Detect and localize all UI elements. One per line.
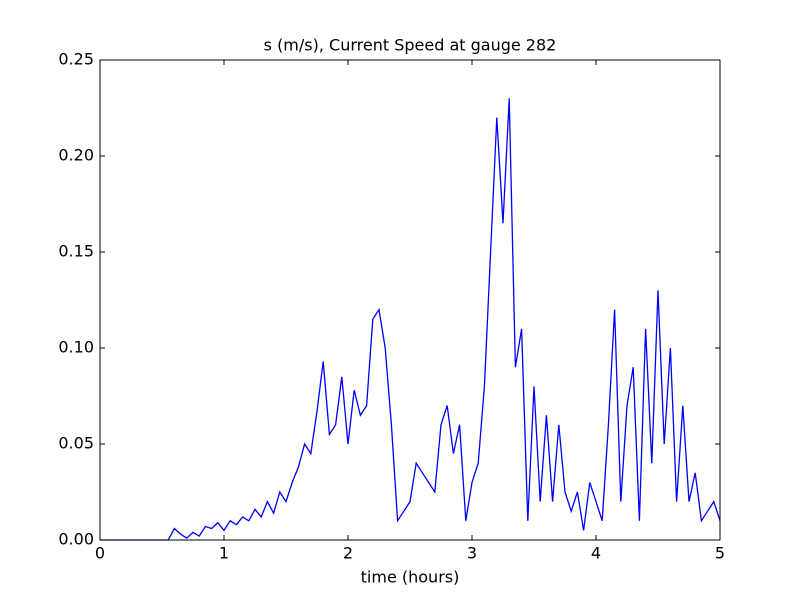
chart-title: s (m/s), Current Speed at gauge 282 <box>264 36 557 55</box>
y-tick-label: 0.00 <box>58 530 94 549</box>
x-axis-label: time (hours) <box>361 568 460 587</box>
y-tick-label: 0.10 <box>58 338 94 357</box>
y-tick-label: 0.05 <box>58 434 94 453</box>
x-tick-label: 2 <box>343 544 353 563</box>
x-tick-label: 5 <box>715 544 725 563</box>
x-tick-label: 4 <box>591 544 601 563</box>
data-line <box>100 98 721 541</box>
y-tick-label: 0.20 <box>58 146 94 165</box>
x-tick-label: 3 <box>467 544 477 563</box>
x-tick-label: 1 <box>219 544 229 563</box>
y-tick-label: 0.25 <box>58 50 94 69</box>
x-tick-label: 0 <box>95 544 105 563</box>
y-tick-label: 0.15 <box>58 242 94 261</box>
plot-frame <box>99 59 721 541</box>
